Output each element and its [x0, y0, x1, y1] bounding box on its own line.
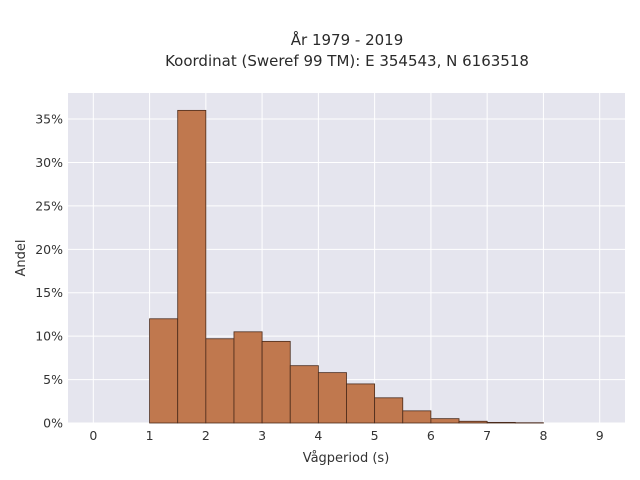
x-axis-label: Vågperiod (s) — [303, 451, 390, 466]
y-tick-label: 25% — [35, 198, 63, 213]
x-tick-label: 6 — [427, 428, 435, 443]
histogram-bar — [205, 338, 235, 424]
histogram-bar — [177, 109, 207, 424]
histogram-bar — [317, 372, 347, 424]
bars — [149, 109, 544, 424]
histogram-bar — [289, 365, 319, 424]
x-tick-label: 7 — [483, 428, 491, 443]
y-tick-label: 5% — [43, 372, 63, 387]
chart-subtitle: Koordinat (Sweref 99 TM): E 354543, N 61… — [165, 52, 529, 70]
histogram-bar — [402, 410, 432, 424]
y-axis-label: Andel — [14, 240, 29, 277]
x-tick-label: 2 — [202, 428, 210, 443]
x-tick-label: 4 — [314, 428, 322, 443]
y-tick-label: 35% — [35, 112, 63, 127]
x-tick-label: 8 — [539, 428, 547, 443]
y-tick-labels: 0% 5% 10% 15% 20% 25% 30% 35% — [35, 112, 63, 431]
histogram-bar — [261, 340, 291, 424]
x-tick-label: 5 — [371, 428, 379, 443]
x-tick-label: 1 — [146, 428, 154, 443]
x-tick-label: 0 — [89, 428, 97, 443]
y-tick-label: 15% — [35, 285, 63, 300]
x-tick-labels: 0 1 2 3 4 5 6 7 8 9 — [89, 428, 603, 443]
histogram-bar — [374, 397, 404, 424]
histogram-bar — [233, 331, 263, 424]
y-tick-label: 30% — [35, 155, 63, 170]
y-tick-label: 0% — [43, 416, 63, 431]
histogram-bar — [458, 420, 488, 424]
histogram-bar — [486, 421, 516, 424]
histogram-bar — [346, 383, 376, 424]
y-tick-label: 20% — [35, 242, 63, 257]
x-tick-label: 9 — [596, 428, 604, 443]
chart-title: År 1979 - 2019 — [291, 30, 404, 49]
x-tick-label: 3 — [258, 428, 266, 443]
histogram-bar — [149, 318, 179, 424]
y-tick-label: 10% — [35, 329, 63, 344]
histogram-bar — [430, 418, 460, 424]
